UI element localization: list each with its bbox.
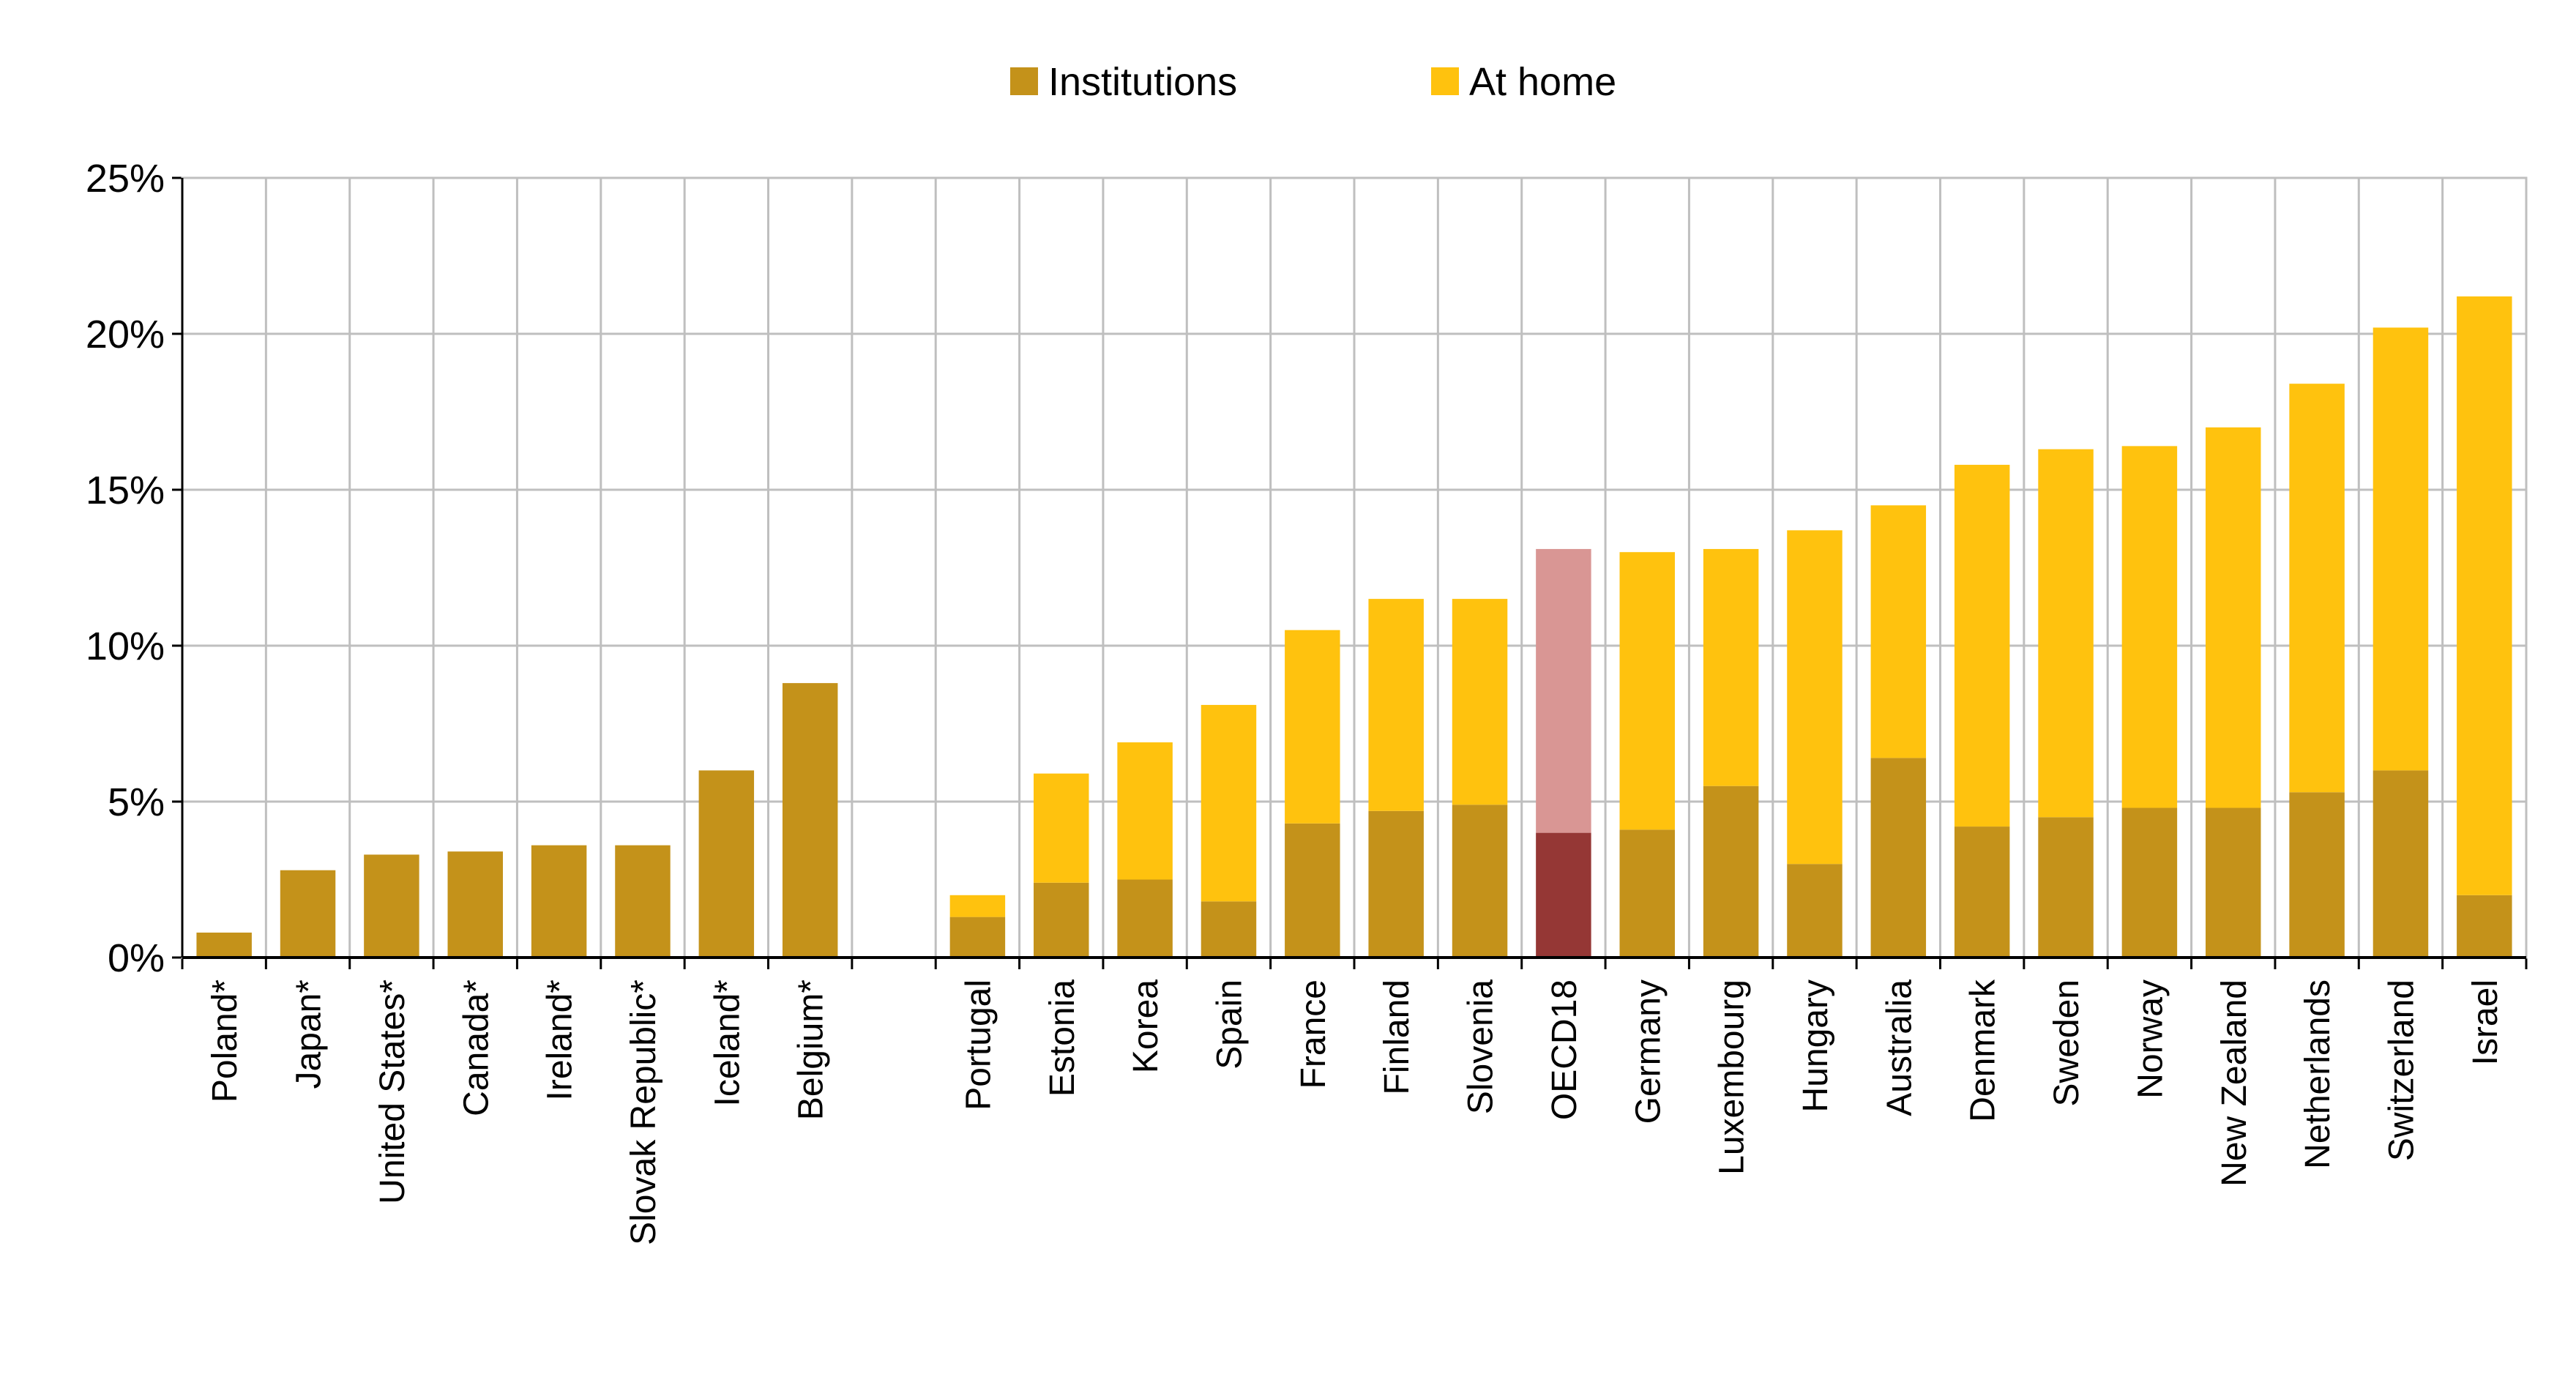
legend-label: At home (1469, 60, 1616, 104)
bar-segment (1117, 879, 1173, 958)
x-tick-label: Canada* (457, 979, 496, 1116)
legend-swatch (1431, 67, 1459, 95)
x-tick-label: Netherlands (2299, 979, 2337, 1169)
bar-segment (2289, 384, 2345, 793)
x-tick-label: Luxembourg (1713, 979, 1752, 1175)
bar-segment (1201, 901, 1257, 958)
bar-segment (1285, 823, 1340, 958)
bar-segment (2372, 327, 2429, 771)
bar-segment (949, 917, 1006, 958)
x-tick-label: New Zealand (2215, 979, 2254, 1187)
bar-segment (447, 851, 503, 958)
bar-segment (615, 845, 671, 958)
bar-segment (531, 845, 587, 958)
x-tick-label: Hungary (1796, 979, 1835, 1112)
bar-segment (196, 932, 252, 958)
x-tick-label: Norway (2131, 979, 2170, 1099)
bar-segment (1117, 742, 1173, 880)
bar-segment (1536, 832, 1591, 958)
y-tick-label: 15% (86, 469, 165, 512)
x-tick-label: OECD18 (1545, 979, 1584, 1120)
bar-segment (1452, 805, 1508, 958)
bar-segment (2121, 446, 2178, 808)
bar-segment (1368, 599, 1424, 811)
bar-segment (2372, 770, 2429, 958)
bar-segment (1201, 704, 1257, 902)
x-tick-label: Iceland* (708, 979, 747, 1106)
bar-segment (1954, 464, 2010, 827)
bar-segment (2206, 807, 2261, 958)
bar-segment (1034, 773, 1089, 883)
bar-segment (1870, 758, 1927, 958)
x-tick-label: Estonia (1043, 979, 1082, 1097)
x-tick-label: Korea (1127, 979, 1165, 1073)
bar-segment (1619, 552, 1675, 830)
y-tick-label: 0% (108, 936, 165, 980)
bar-segment (698, 770, 755, 958)
bar-segment (1619, 829, 1675, 958)
bar-segment (364, 854, 419, 958)
y-tick-label: 20% (86, 313, 165, 357)
bar-segment (1787, 864, 1843, 958)
x-tick-label: Israel (2466, 979, 2505, 1065)
x-tick-label: Ireland* (541, 979, 580, 1100)
bar-segment (1368, 810, 1424, 958)
bar-segment (1452, 599, 1508, 805)
x-tick-label: Slovenia (1462, 979, 1501, 1114)
bar-segment (1703, 548, 1759, 786)
bar-segment (1954, 826, 2010, 958)
bar-segment (1870, 505, 1927, 758)
bar-segment (949, 895, 1006, 917)
bar-segment (2289, 792, 2345, 958)
bar-segment (1703, 785, 1759, 958)
bar-segment (2206, 427, 2261, 808)
bar-segment (2038, 449, 2094, 818)
bar-segment (1285, 630, 1340, 824)
x-tick-label: Spain (1210, 979, 1249, 1070)
bar-segment (782, 683, 838, 958)
x-tick-label: Slovak Republic* (624, 979, 663, 1245)
bar-segment (1536, 548, 1591, 833)
bar-segment (1787, 530, 1843, 865)
x-tick-label: Japan* (290, 979, 329, 1089)
legend-swatch (1010, 67, 1038, 95)
legend-label: Institutions (1048, 60, 1237, 104)
y-tick-label: 25% (86, 157, 165, 201)
x-tick-label: Germany (1629, 979, 1668, 1124)
x-tick-label: Belgium* (792, 979, 831, 1120)
x-tick-label: Australia (1880, 979, 1919, 1116)
x-tick-label: Switzerland (2382, 979, 2421, 1161)
bar-segment (1034, 882, 1089, 958)
x-tick-label: Poland* (206, 979, 244, 1102)
bar-segment (2038, 817, 2094, 958)
x-tick-label: France (1294, 979, 1333, 1089)
y-tick-label: 5% (108, 780, 165, 824)
x-tick-label: United States* (373, 979, 412, 1204)
bar-segment (2457, 296, 2512, 895)
x-tick-label: Finland (1378, 979, 1416, 1094)
y-tick-label: 10% (86, 624, 165, 668)
bar-segment (2457, 895, 2512, 958)
x-tick-label: Denmark (1964, 979, 2003, 1122)
bar-segment (2121, 807, 2178, 958)
x-tick-label: Sweden (2047, 979, 2086, 1106)
x-tick-label: Portugal (959, 979, 998, 1111)
bar-segment (280, 870, 336, 958)
